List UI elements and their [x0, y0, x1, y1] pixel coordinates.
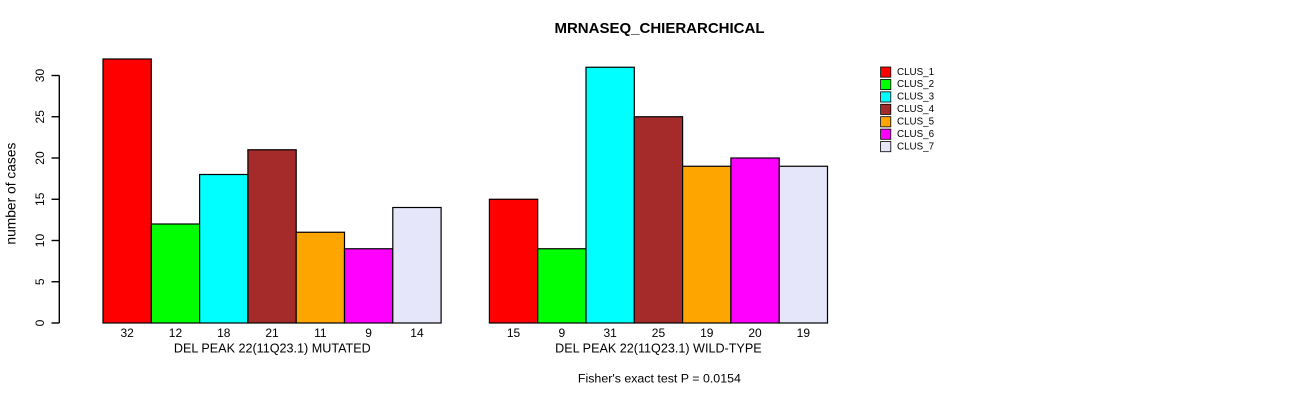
svg-text:MRNASEQ_CHIERARCHICAL: MRNASEQ_CHIERARCHICAL — [554, 20, 764, 37]
svg-text:10: 10 — [33, 234, 47, 248]
svg-text:CLUS_6: CLUS_6 — [897, 129, 935, 140]
svg-text:Fisher's exact test P = 0.0154: Fisher's exact test P = 0.0154 — [578, 371, 741, 385]
svg-text:CLUS_1: CLUS_1 — [897, 67, 934, 78]
svg-text:CLUS_4: CLUS_4 — [897, 104, 935, 115]
svg-text:30: 30 — [33, 69, 47, 83]
svg-text:25: 25 — [33, 110, 47, 124]
svg-text:31: 31 — [603, 326, 617, 340]
svg-text:DEL PEAK 22(11Q23.1) MUTATED: DEL PEAK 22(11Q23.1) MUTATED — [174, 342, 371, 356]
svg-text:CLUS_3: CLUS_3 — [897, 92, 935, 103]
svg-text:12: 12 — [169, 326, 183, 340]
svg-text:21: 21 — [265, 326, 279, 340]
svg-text:DEL PEAK 22(11Q23.1) WILD-TYPE: DEL PEAK 22(11Q23.1) WILD-TYPE — [555, 342, 761, 356]
svg-text:20: 20 — [748, 326, 762, 340]
svg-text:18: 18 — [217, 326, 231, 340]
svg-text:CLUS_5: CLUS_5 — [897, 116, 935, 127]
svg-text:15: 15 — [33, 192, 47, 206]
svg-text:9: 9 — [365, 326, 372, 340]
svg-text:11: 11 — [314, 326, 327, 340]
svg-text:5: 5 — [33, 278, 47, 285]
svg-text:25: 25 — [652, 326, 666, 340]
svg-text:number of cases: number of cases — [4, 143, 19, 245]
svg-text:32: 32 — [120, 326, 134, 340]
svg-text:CLUS_2: CLUS_2 — [897, 79, 934, 90]
svg-text:20: 20 — [33, 151, 47, 165]
svg-text:19: 19 — [700, 326, 714, 340]
svg-text:14: 14 — [410, 326, 424, 340]
svg-text:9: 9 — [559, 326, 566, 340]
svg-text:19: 19 — [797, 326, 811, 340]
svg-text:0: 0 — [33, 319, 47, 326]
svg-text:CLUS_7: CLUS_7 — [897, 141, 934, 152]
svg-text:15: 15 — [507, 326, 521, 340]
